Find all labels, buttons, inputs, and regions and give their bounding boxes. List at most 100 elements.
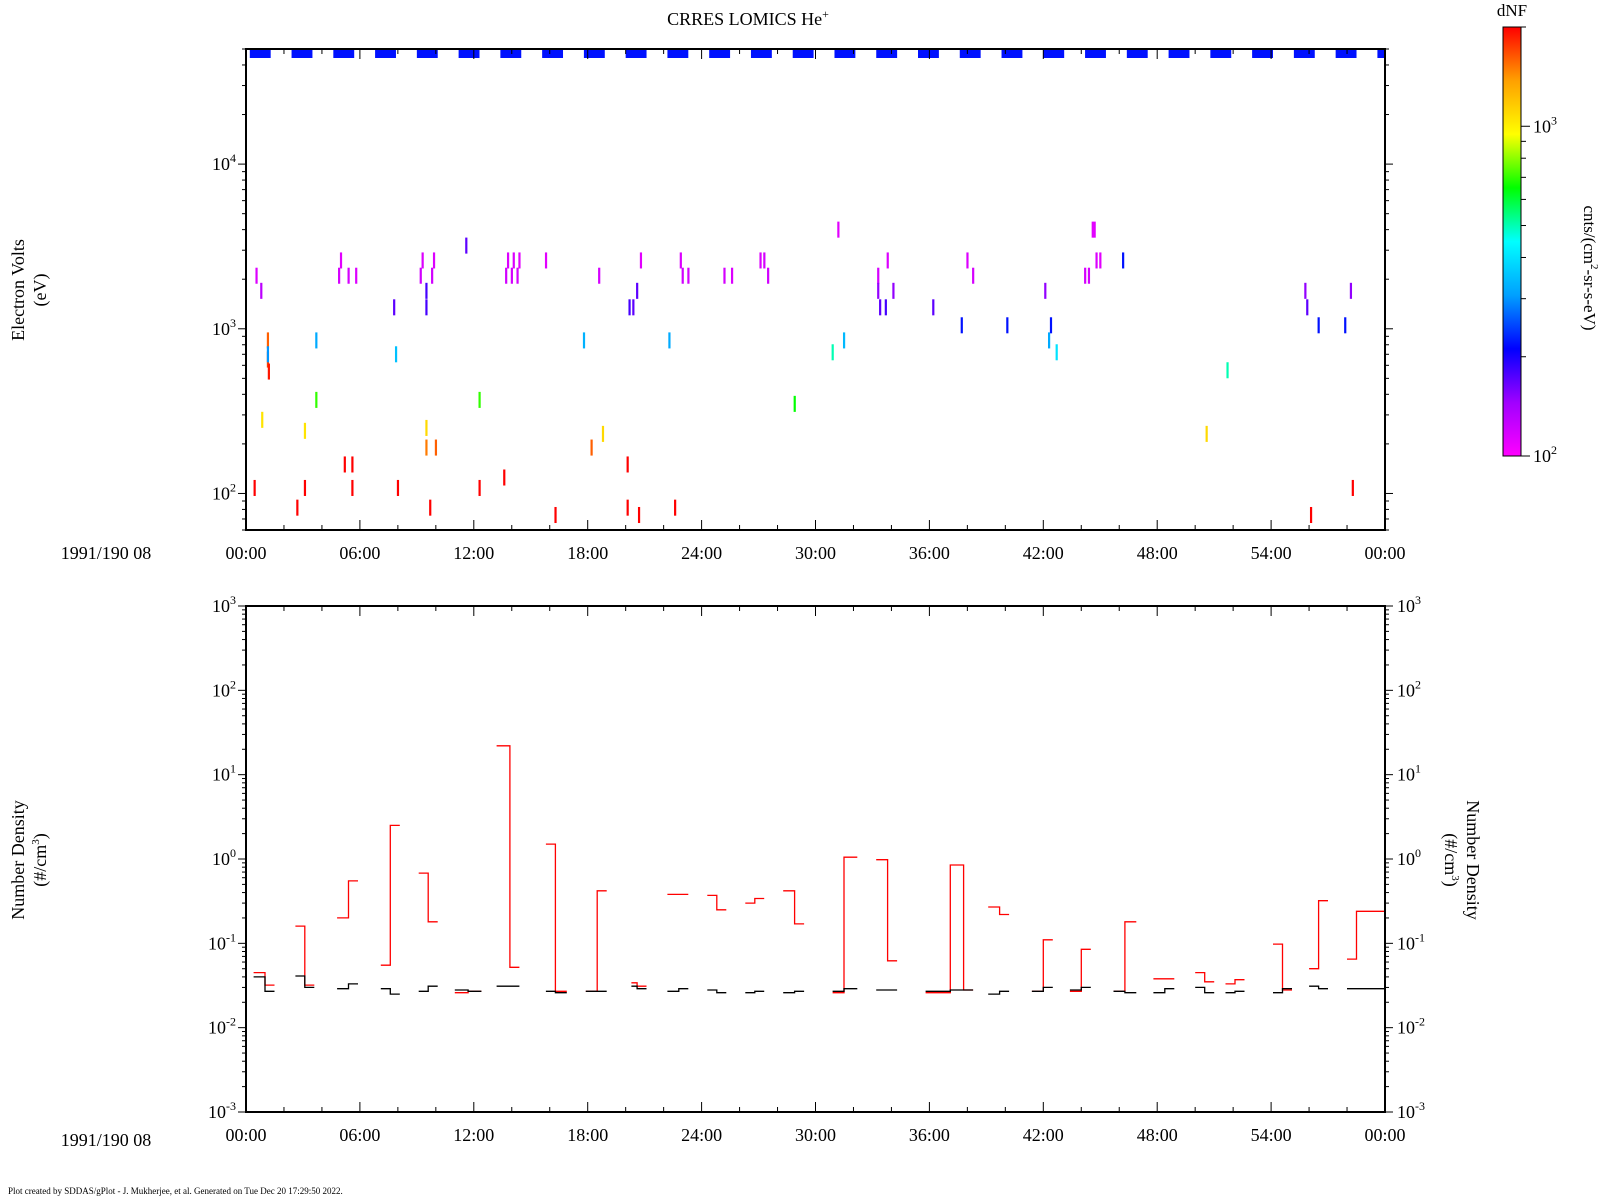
spectrogram-x-tick-label: 12:00 xyxy=(453,543,494,563)
top-band-segment xyxy=(500,50,522,58)
spectrogram-cell xyxy=(503,469,506,486)
spectrogram-cell xyxy=(505,267,508,284)
spectrogram-cell xyxy=(1317,317,1320,334)
spectrogram-cell xyxy=(767,267,770,284)
spectrogram-cell xyxy=(884,299,887,316)
top-band-segment xyxy=(416,50,438,58)
spectrogram-cell xyxy=(315,391,318,408)
spectrogram-cell xyxy=(425,439,428,456)
density-y-tick-label: 102 xyxy=(212,677,236,700)
spectrogram-cell xyxy=(837,221,840,238)
density-axes: 00:00 06:00 12:00 18:00 24:00 30:00 36:00 42:00… xyxy=(208,593,1425,1145)
spectrogram-cell xyxy=(425,419,428,436)
spectrogram-cell xyxy=(1055,344,1058,361)
spectrogram-cell xyxy=(339,252,343,269)
spectrogram-cell xyxy=(668,332,671,349)
top-band-segment xyxy=(876,50,898,58)
top-band-segment xyxy=(667,50,689,58)
spectrogram-cell xyxy=(626,499,629,516)
density-y-tick-label-right: 102 xyxy=(1397,677,1421,700)
spectrogram-cell xyxy=(590,439,593,456)
spectrogram-cell xyxy=(261,411,264,428)
density-data xyxy=(253,745,1385,995)
spectrogram-cell xyxy=(763,252,766,269)
spectrogram-cell xyxy=(1047,332,1051,349)
density-x-tick-label: 24:00 xyxy=(681,1125,722,1145)
spectrogram-cell xyxy=(512,252,515,269)
spectrogram-cell xyxy=(518,252,521,269)
density-x-tick-label: 12:00 xyxy=(453,1125,494,1145)
colorbar: dNF 102 103 cnts/(cm2-sr-s-eV) xyxy=(1497,1,1600,466)
spectrogram-y-unit: (eV) xyxy=(30,274,51,307)
spectrogram-cell xyxy=(1304,282,1307,299)
top-band-segment xyxy=(918,50,939,58)
spectrogram-cell xyxy=(338,267,341,284)
spectrogram-cell xyxy=(1309,506,1313,524)
spectrogram-cell xyxy=(598,267,601,284)
spectrogram-cell xyxy=(759,252,762,269)
spectrogram-cell xyxy=(343,456,346,473)
colorbar-tick-label: 102 xyxy=(1533,443,1557,466)
density-y-tick-label-right: 100 xyxy=(1397,846,1421,869)
density-x-tick-label: 48:00 xyxy=(1137,1125,1178,1145)
spectrogram-y-tick-label: 102 xyxy=(212,480,236,503)
top-band-segment xyxy=(542,50,564,58)
density-date-label: 1991/190 08 xyxy=(61,1130,152,1150)
density-y-unit-right: (#/cm3) xyxy=(1440,833,1461,887)
spectrogram-cell xyxy=(601,425,605,442)
spectrogram-cell xyxy=(267,363,270,380)
density-x-tick-label: 00:00 xyxy=(1364,1125,1405,1145)
density-x-tick-label: 30:00 xyxy=(795,1125,836,1145)
colorbar-tick-label: 103 xyxy=(1533,113,1557,136)
colorbar-title: dNF xyxy=(1497,1,1527,20)
spectrogram-x-tick-label: 30:00 xyxy=(795,543,836,563)
spectrogram-cell xyxy=(966,252,969,269)
spectrogram-x-tick-label: 06:00 xyxy=(339,543,380,563)
spectrogram-cell xyxy=(687,267,690,284)
spectrogram-cell xyxy=(393,299,396,316)
spectrogram-cell xyxy=(1093,221,1096,238)
top-band-segment xyxy=(1168,50,1190,58)
spectrogram-x-tick-label: 18:00 xyxy=(567,543,608,563)
density-x-tick-label: 36:00 xyxy=(909,1125,950,1145)
spectrogram-cell xyxy=(1044,282,1047,299)
top-band-segment xyxy=(625,50,647,58)
spectrogram-cell xyxy=(1087,267,1091,284)
density-y-tick-label-right: 103 xyxy=(1397,593,1421,616)
density-panel: 00:00 06:00 12:00 18:00 24:00 30:00 36:00 42:00… xyxy=(8,593,1483,1150)
density-y-tick-label-right: 10-2 xyxy=(1397,1015,1425,1038)
top-band-segment xyxy=(583,50,605,58)
top-band-segment xyxy=(1043,50,1065,58)
spectrogram-cell xyxy=(465,237,468,254)
spectrogram-cell xyxy=(626,456,629,473)
density-x-tick-label: 18:00 xyxy=(567,1125,608,1145)
top-band-segment xyxy=(1335,50,1357,58)
spectrogram-cell xyxy=(421,252,424,269)
spectrogram-cell xyxy=(425,299,428,316)
density-series-2 xyxy=(253,975,1385,995)
spectrogram-cell xyxy=(1091,221,1094,238)
plot-footer: Plot created by SDDAS/gPlot - J. Mukherj… xyxy=(8,1186,343,1196)
spectrogram-cell xyxy=(396,479,400,496)
top-band-segment xyxy=(1001,50,1023,58)
spectrogram-cell xyxy=(1084,267,1087,284)
spectrogram-cell xyxy=(1351,479,1354,496)
spectrogram-cell xyxy=(639,252,643,269)
top-band-segment xyxy=(249,50,271,58)
density-series-1 xyxy=(253,745,1385,994)
spectrogram-cell xyxy=(351,456,354,473)
spectrogram-cell xyxy=(972,267,975,284)
spectrogram-cell xyxy=(1344,317,1347,334)
spectrogram-cell xyxy=(632,299,635,316)
spectrogram-cell xyxy=(582,332,586,349)
density-x-tick-label: 54:00 xyxy=(1251,1125,1292,1145)
spectrogram-cell xyxy=(793,395,796,412)
spectrogram-cell xyxy=(628,299,631,316)
density-y-tick-label-right: 101 xyxy=(1397,762,1421,785)
density-y-label-left: Number Density xyxy=(8,800,28,919)
spectrogram-cell xyxy=(425,282,428,299)
top-band-segment xyxy=(333,50,355,58)
spectrogram-cell xyxy=(1306,299,1309,316)
spectrogram-frame xyxy=(245,48,1386,531)
